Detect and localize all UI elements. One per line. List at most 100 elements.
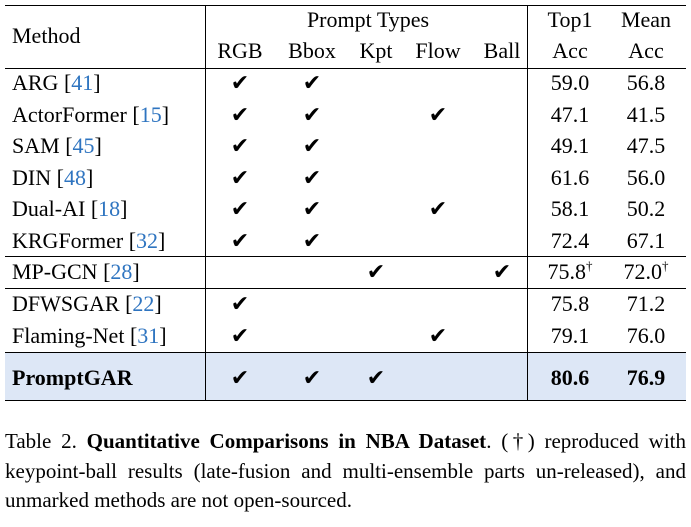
score: 50.2 [627, 196, 666, 222]
cite-bracket: [ [90, 196, 99, 221]
method: KRGFormer [32] [12, 228, 165, 254]
method: DFWSGAR [22] [12, 291, 162, 317]
citation: 32 [136, 228, 159, 253]
score-value: 76.0 [626, 323, 666, 348]
check-mark: ✔ [302, 365, 322, 390]
method: Dual-AI [18] [12, 196, 127, 222]
check-mark: ✔ [302, 102, 322, 127]
check-mark: ✔ [230, 291, 250, 316]
citation: 48 [63, 165, 86, 190]
footnote-mark: † [586, 258, 593, 273]
cite-bracket: ] [94, 133, 102, 158]
score-value: 47.1 [550, 102, 590, 127]
score: 72.4 [551, 228, 590, 254]
score-value: 75.8 [550, 291, 590, 316]
citation: 15 [139, 102, 162, 127]
method-name: SAM [12, 133, 60, 158]
header-prompt: RGB [217, 38, 263, 63]
score: 67.1 [627, 228, 666, 254]
score: 59.0 [551, 70, 590, 96]
header-prompt: Bbox [288, 38, 336, 63]
method: ActorFormer [15] [12, 102, 169, 128]
check-mark: ✔ [230, 323, 250, 348]
rule [5, 352, 686, 353]
check-mark: ✔ [428, 102, 448, 127]
score: 80.6 [551, 365, 590, 391]
method-name: DFWSGAR [12, 291, 120, 316]
score-value: 56.8 [626, 70, 666, 95]
score: 41.5 [627, 102, 666, 128]
score: 56.0 [627, 165, 666, 191]
rule [5, 288, 686, 289]
check-mark: ✔ [492, 259, 512, 284]
check-mark: ✔ [366, 365, 386, 390]
score-value: 49.1 [550, 133, 590, 158]
score-value: 61.6 [550, 165, 590, 190]
score: 76.0 [627, 323, 666, 349]
rule [5, 5, 686, 6]
score-value: 71.2 [626, 291, 666, 316]
citation: 41 [71, 70, 94, 95]
citation: 22 [132, 291, 155, 316]
check-mark: ✔ [302, 70, 322, 95]
score-value: 67.1 [626, 228, 666, 253]
score-value: 47.5 [626, 133, 666, 158]
score: 79.1 [551, 323, 590, 349]
check-mark: ✔ [230, 133, 250, 158]
header-top1: Acc [552, 38, 588, 63]
header-top1: Top1 [547, 7, 593, 32]
cite-bracket: ] [93, 70, 101, 95]
score: 56.8 [627, 70, 666, 96]
method-name: ARG [12, 70, 59, 95]
citation: 31 [137, 323, 160, 348]
rule [5, 256, 686, 257]
citation: 18 [98, 196, 121, 221]
check-mark: ✔ [302, 165, 322, 190]
cite-bracket: ] [120, 196, 128, 221]
cite-bracket: [ [63, 70, 72, 95]
header-mean: Acc [628, 38, 664, 63]
citation: 45 [72, 133, 95, 158]
score-value: 80.6 [550, 365, 590, 390]
score-value: 75.8 [547, 259, 587, 284]
method-name: ActorFormer [12, 102, 127, 127]
score: 71.2 [627, 291, 666, 317]
score: 47.1 [551, 102, 590, 128]
score-value: 59.0 [550, 70, 590, 95]
caption-label: Table 2. [5, 429, 77, 453]
check-mark: ✔ [428, 196, 448, 221]
cite-bracket: ] [85, 165, 94, 190]
header-prompt-types: Prompt Types [306, 7, 430, 32]
citation: 28 [110, 259, 133, 284]
cite-bracket: ] [158, 228, 166, 253]
score-value: 58.1 [550, 196, 590, 221]
score-value: 41.5 [626, 102, 666, 127]
method: Flaming-Net [31] [12, 323, 167, 349]
cite-bracket: [ [125, 291, 133, 316]
method-name: Dual-AI [12, 196, 86, 221]
header-prompt: Ball [483, 38, 521, 63]
cite-bracket: ] [132, 259, 140, 284]
check-mark: ✔ [428, 323, 448, 348]
score-value: 76.9 [626, 365, 666, 390]
score-value: 79.1 [550, 323, 590, 348]
cite-bracket: [ [65, 133, 73, 158]
check-mark: ✔ [366, 259, 386, 284]
score: 72.0† [624, 259, 669, 285]
rule [5, 400, 686, 401]
check-mark: ✔ [230, 228, 250, 253]
cite-bracket: [ [128, 228, 137, 253]
method-name: KRGFormer [12, 228, 124, 253]
cite-bracket: [ [103, 259, 111, 284]
method: PromptGAR [12, 365, 133, 391]
footnote-mark: † [662, 258, 669, 273]
score: 58.1 [551, 196, 590, 222]
caption-title: Quantitative Comparisons in NBA Dataset [86, 429, 487, 453]
check-mark: ✔ [230, 70, 250, 95]
score: 61.6 [551, 165, 590, 191]
method-name: DIN [12, 165, 52, 190]
score: 75.8† [548, 259, 593, 285]
header-mean: Mean [620, 7, 672, 32]
cite-bracket: [ [56, 165, 64, 190]
